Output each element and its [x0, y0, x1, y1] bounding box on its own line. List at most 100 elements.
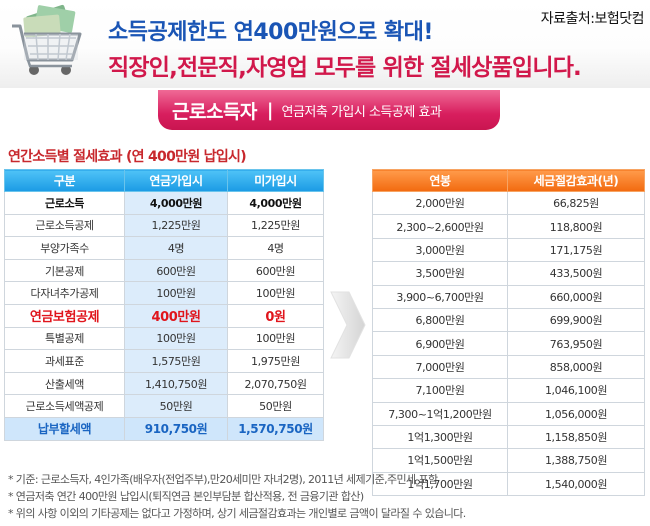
row-label: 근로소득 [4, 191, 125, 215]
salary-cell: 7,300~1억1,200만원 [372, 401, 508, 426]
tax-savings-table: 연봉 세금절감효과(년) 2,000만원 66,825원 2,300~2,600만… [372, 169, 645, 497]
footnote: * 연금저축 연간 400만원 납입시(퇴직연금 본인부담분 합산적용, 전 금… [8, 490, 364, 503]
table-row-pension-deduction: 연금보험공제 400만원 0원 [4, 303, 324, 328]
table-row: 7,100만원 1,046,100원 [372, 378, 645, 403]
salary-cell: 6,900만원 [372, 331, 508, 356]
table-row: 6,900만원 763,950원 [372, 331, 645, 356]
salary-cell: 3,000만원 [372, 237, 508, 263]
row-label: 다자녀추가공제 [4, 281, 125, 305]
table-row: 특별공제 100만원 100만원 [4, 326, 324, 351]
table-row: 과세표준 1,575만원 1,975만원 [4, 349, 324, 373]
table-header-row: 연봉 세금절감효과(년) [372, 169, 645, 192]
table-row: 7,000만원 858,000원 [372, 354, 645, 380]
table-row: 1억1,300만원 1,158,850원 [372, 424, 645, 450]
table-row: 3,000만원 171,175원 [372, 237, 645, 263]
salary-cell: 3,900~6,700만원 [372, 284, 508, 309]
unsubscribed-value: 4,000만원 [227, 191, 324, 215]
savings-cell: 1,540,000원 [507, 471, 645, 497]
salary-cell: 3,500만원 [372, 261, 508, 286]
savings-cell: 858,000원 [507, 354, 645, 380]
salary-cell: 2,300~2,600만원 [372, 214, 508, 239]
savings-cell: 699,900원 [507, 307, 645, 333]
header: 자료출처:보험닷컴 소득공제한도 연400만원으로 확대! 직장인,전문직,자영… [0, 0, 650, 88]
column-header: 연금가입시 [124, 169, 228, 192]
savings-cell: 171,175원 [507, 237, 645, 263]
salary-cell: 7,100만원 [372, 378, 508, 403]
salary-cell: 2,000만원 [372, 190, 508, 216]
column-header: 세금절감효과(년) [507, 169, 645, 192]
subscribed-value: 100만원 [124, 326, 228, 351]
table-row: 근로소득 4,000만원 4,000만원 [4, 191, 324, 215]
table-row: 부양가족수 4명 4명 [4, 236, 324, 260]
salary-cell: 1억1,500만원 [372, 448, 508, 473]
subscribed-value: 600만원 [124, 258, 228, 283]
table-row: 2,000만원 66,825원 [372, 190, 645, 216]
unsubscribed-value: 100만원 [227, 281, 324, 305]
row-label: 산출세액 [4, 371, 125, 396]
right-arrow-icon [330, 291, 366, 359]
table-row: 7,300~1억1,200만원 1,056,000원 [372, 401, 645, 426]
unsubscribed-value: 0원 [227, 303, 324, 328]
row-label: 연금보험공제 [4, 303, 125, 328]
salary-cell: 6,800만원 [372, 307, 508, 333]
table-row: 근로소득공제 1,225만원 1,225만원 [4, 213, 324, 238]
subscribed-value: 100만원 [124, 281, 228, 305]
subscribed-value: 1,225만원 [124, 213, 228, 238]
unsubscribed-value: 100만원 [227, 326, 324, 351]
unsubscribed-value: 4명 [227, 236, 324, 260]
source-credit: 자료출처:보험닷컴 [540, 11, 645, 27]
banner-title: 근로소득자 [172, 100, 257, 123]
savings-cell: 433,500원 [507, 261, 645, 286]
headline-deduction-limit: 소득공제한도 연400만원으로 확대! [108, 20, 433, 45]
table-row-total-tax: 납부할세액 910,750원 1,570,750원 [4, 416, 324, 441]
savings-cell: 1,046,100원 [507, 378, 645, 403]
salary-cell: 7,000만원 [372, 354, 508, 380]
subscribed-value: 4,000만원 [124, 191, 228, 215]
row-label: 특별공제 [4, 326, 125, 351]
subscribed-value: 910,750원 [124, 416, 228, 441]
savings-cell: 66,825원 [507, 190, 645, 216]
shopping-cart-with-money-icon [12, 4, 82, 75]
footnotes: * 기준: 근로소득자, 4인가족(배우자(전업주부),만20세미만 자녀2명)… [8, 471, 648, 522]
table-row: 다자녀추가공제 100만원 100만원 [4, 281, 324, 305]
banner-subtitle: 연금저축 가입시 소득공제 효과 [281, 104, 442, 120]
tax-comparison-table: 구분 연금가입시 미가입시 근로소득 4,000만원 4,000만원 근로소득공… [4, 169, 324, 441]
column-header: 미가입시 [227, 169, 324, 192]
salary-cell: 1억1,300만원 [372, 424, 508, 450]
row-label: 기본공제 [4, 258, 125, 283]
table-row: 1억1,700만원 1,540,000원 [372, 471, 645, 497]
row-label: 과세표준 [4, 349, 125, 373]
unsubscribed-value: 600만원 [227, 258, 324, 283]
unsubscribed-value: 1,225만원 [227, 213, 324, 238]
table-row: 2,300~2,600만원 118,800원 [372, 214, 645, 239]
category-banner: 근로소득자 | 연금저축 가입시 소득공제 효과 [158, 90, 500, 130]
footnote: * 위의 사항 이외의 기타공제는 없다고 가정하며, 상기 세금절감효과는 개… [8, 507, 466, 520]
subscribed-value: 50만원 [124, 394, 228, 418]
table-row: 근로소득세액공제 50만원 50만원 [4, 394, 324, 418]
row-label: 근로소득공제 [4, 213, 125, 238]
row-label: 근로소득세액공제 [4, 394, 125, 418]
headline-target-audience: 직장인,전문직,자영업 모두를 위한 절세상품입니다. [108, 55, 582, 81]
unsubscribed-value: 2,070,750원 [227, 371, 324, 396]
salary-cell: 1억1,700만원 [372, 471, 508, 497]
table-row: 3,900~6,700만원 660,000원 [372, 284, 645, 309]
table-row: 산출세액 1,410,750원 2,070,750원 [4, 371, 324, 396]
row-label: 납부할세액 [4, 416, 125, 441]
savings-cell: 763,950원 [507, 331, 645, 356]
savings-cell: 1,158,850원 [507, 424, 645, 450]
table-row: 3,500만원 433,500원 [372, 261, 645, 286]
row-label: 부양가족수 [4, 236, 125, 260]
savings-cell: 660,000원 [507, 284, 645, 309]
table-header-row: 구분 연금가입시 미가입시 [4, 169, 324, 192]
savings-cell: 1,056,000원 [507, 401, 645, 426]
table-row: 기본공제 600만원 600만원 [4, 258, 324, 283]
column-header: 연봉 [372, 169, 508, 192]
savings-cell: 1,388,750원 [507, 448, 645, 473]
unsubscribed-value: 50만원 [227, 394, 324, 418]
subscribed-value: 400만원 [124, 303, 228, 328]
unsubscribed-value: 1,570,750원 [227, 416, 324, 441]
table-row: 6,800만원 699,900원 [372, 307, 645, 333]
banner-separator: | [266, 99, 274, 121]
unsubscribed-value: 1,975만원 [227, 349, 324, 373]
savings-cell: 118,800원 [507, 214, 645, 239]
